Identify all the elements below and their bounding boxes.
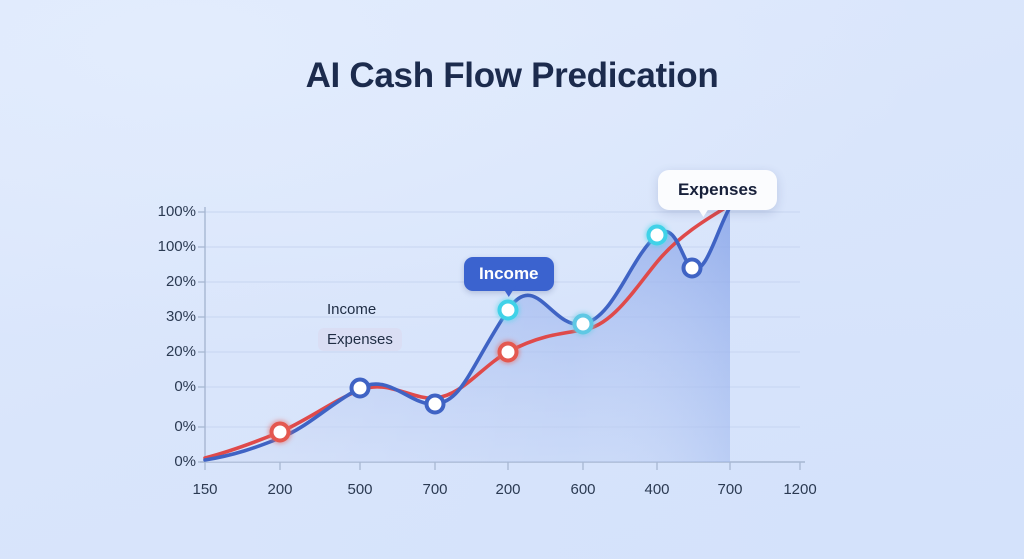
y-axis-ticks [198,211,205,463]
x-tick-label-2: 500 [347,481,373,498]
marker-income-4[interactable] [646,224,668,246]
marker-expenses-1[interactable] [269,421,291,443]
x-tick-label-7: 700 [717,481,743,498]
y-tick-label-3: 30% [165,308,196,325]
marker-income-5[interactable] [681,257,703,279]
x-axis-ticks [204,462,801,470]
marker-expenses-2[interactable] [497,341,519,363]
data-point-markers[interactable] [269,224,703,443]
legend-item-income[interactable]: Income [327,301,377,318]
y-tick-label-4: 20% [165,343,196,360]
area-fill-sheen [205,207,730,462]
x-tick-label-8: 1200 [783,481,817,498]
x-tick-label-0: 150 [192,481,218,498]
y-tick-label-7: 0% [174,453,196,470]
x-tick-label-6: 400 [644,481,670,498]
x-tick-label-3: 700 [422,481,448,498]
y-tick-label-6: 0% [174,418,196,435]
page-title: AI Cash Flow Predication [305,56,719,95]
marker-income-2[interactable] [424,393,446,415]
marker-income-3[interactable] [572,313,594,335]
tooltip-expenses-label: Expenses [678,180,758,199]
y-tick-label-5: 0% [174,378,196,395]
marker-income-1[interactable] [349,377,371,399]
marker-income-highlighted[interactable] [497,299,519,321]
x-tick-label-5: 600 [570,481,596,498]
y-tick-label-2: 20% [165,273,196,290]
y-tick-label-0: 100% [157,203,196,220]
tooltip-expenses-pointer [696,206,711,217]
x-tick-label-1: 200 [267,481,293,498]
series-line-expenses [203,203,732,460]
tooltip-expenses[interactable]: Expenses [658,170,778,217]
chart-legend: Income Expenses [318,298,402,351]
tooltip-income[interactable]: Income [464,257,554,297]
y-tick-label-1: 100% [157,238,196,255]
tooltip-income-pointer [501,286,516,297]
legend-item-expenses[interactable]: Expenses [318,328,402,351]
x-tick-label-4: 200 [495,481,521,498]
tooltip-income-label: Income [479,264,539,283]
